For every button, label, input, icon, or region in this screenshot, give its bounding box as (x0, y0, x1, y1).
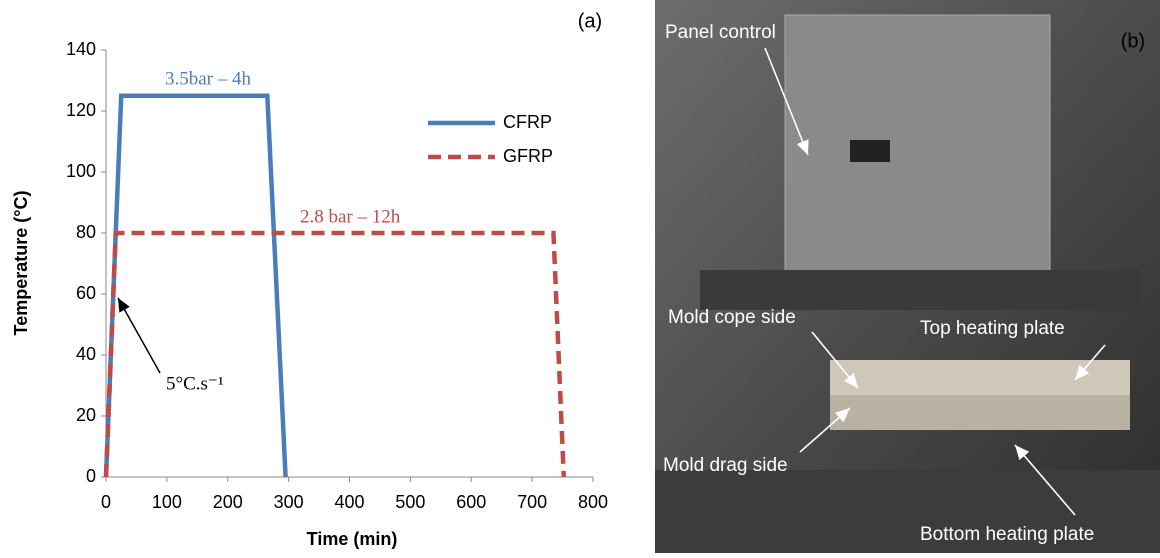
bottom-plate (830, 395, 1130, 430)
x-tick-label: 500 (395, 492, 425, 512)
x-tick-label: 800 (578, 492, 608, 512)
y-axis-title: Temperature (°C) (11, 191, 31, 336)
photo-label: Bottom heating plate (920, 524, 1094, 545)
legend-label: GFRP (503, 146, 553, 166)
annotation: 3.5bar – 4h (165, 68, 252, 89)
arrow (1074, 344, 1106, 381)
photo: (b) Panel control Mold cope side Top hea… (655, 0, 1160, 553)
base (655, 470, 1160, 553)
x-tick-label: 700 (517, 492, 547, 512)
photo-label: Top heating plate (920, 318, 1065, 339)
plot-area: 0 20 40 60 80 100 120 140 0 100 200 300 400 500 600 700… (66, 39, 608, 512)
x-tick-label: 200 (213, 492, 243, 512)
series-line (103, 93, 288, 478)
y-tick-label: 140 (66, 39, 96, 59)
x-tick-label: 400 (334, 492, 364, 512)
y-tick-label: 0 (86, 466, 96, 486)
x-tick-label: 0 (101, 492, 111, 512)
series-line (103, 230, 567, 478)
y-tick-label: 80 (76, 222, 96, 242)
y-tick-label: 20 (76, 405, 96, 425)
control-panel (784, 14, 1051, 281)
photo-label: Mold cope side (668, 307, 796, 328)
y-tick-label: 100 (66, 161, 96, 181)
panel-label: (a) (578, 10, 602, 32)
y-tick-label: 40 (76, 344, 96, 364)
x-axis-title: Time (min) (307, 529, 398, 549)
legend-label: CFRP (503, 112, 552, 132)
annotation: 2.8 bar – 12h (300, 206, 401, 227)
y-tick-label: 120 (66, 100, 96, 120)
photo-label: Panel control (665, 22, 776, 43)
photo-label: Mold drag side (663, 455, 788, 476)
arrow (1014, 444, 1076, 516)
press-frame (700, 270, 1140, 310)
annotation-arrow (117, 297, 161, 374)
panel-label: (b) (1121, 30, 1145, 52)
arrow (811, 331, 859, 389)
top-plate (830, 360, 1130, 395)
x-tick-label: 100 (152, 492, 182, 512)
annotation: 5°C.s⁻¹ (166, 373, 224, 394)
arrow (764, 47, 809, 156)
y-tick-label: 60 (76, 283, 96, 303)
arrow (799, 407, 851, 453)
x-tick-label: 600 (456, 492, 486, 512)
x-tick-label: 300 (274, 492, 304, 512)
display (850, 140, 890, 162)
